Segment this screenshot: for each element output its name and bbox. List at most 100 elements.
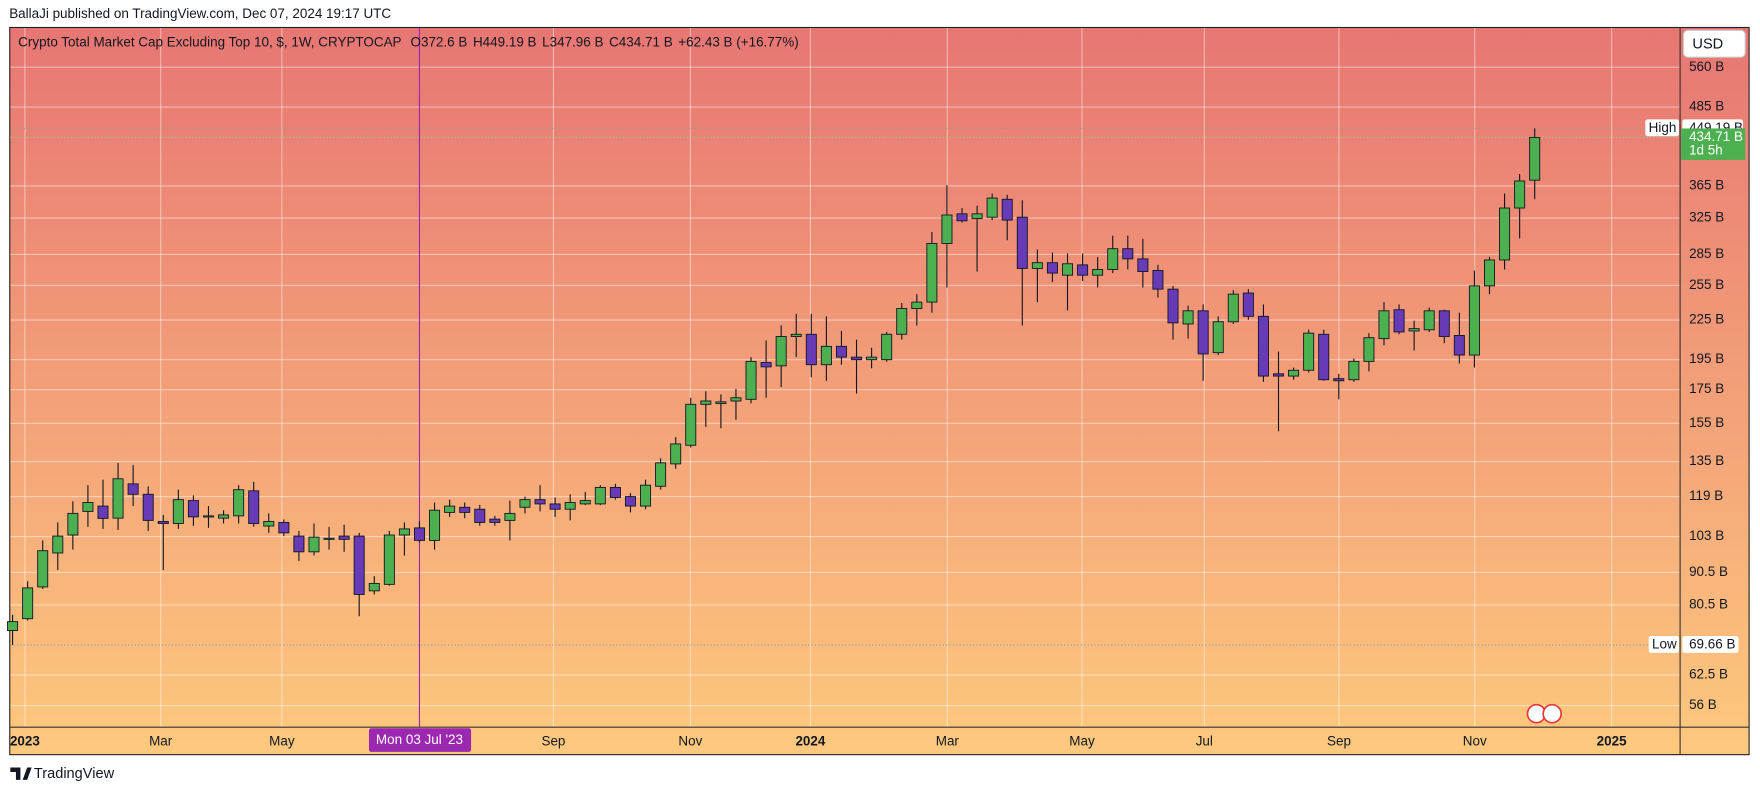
candle-body [670, 443, 682, 465]
brand: TradingView [34, 766, 115, 782]
candle-body [7, 621, 19, 631]
candle-body [1363, 337, 1375, 362]
x-tick-label: Nov [678, 733, 702, 748]
candle-body [459, 506, 471, 513]
usd-button-box[interactable] [1682, 29, 1746, 58]
candle-body [534, 499, 546, 505]
candle-body [444, 505, 456, 513]
candle-body [971, 213, 983, 220]
legend-value: O372.6 B [411, 34, 468, 49]
y-tick-label: 255 B [1689, 277, 1724, 292]
candle-body [218, 514, 230, 519]
y-tick-label: 225 B [1689, 312, 1724, 327]
x-tick-label: May [1069, 733, 1095, 748]
candle-body [1273, 373, 1284, 377]
crosshair-label: Mon 03 Jul '23 [376, 732, 463, 747]
x-tick-label: 2023 [10, 733, 40, 748]
candle-body [1167, 288, 1179, 324]
candle-body [504, 512, 516, 521]
x-tick-label: May [269, 733, 295, 748]
candle-body [790, 333, 802, 337]
y-tick-label: 175 B [1689, 381, 1724, 396]
candle-body [1453, 335, 1465, 356]
x-tick-label: Nov [1463, 733, 1487, 748]
candle-body [52, 535, 64, 554]
plot [7, 28, 1681, 728]
candle-body [233, 489, 245, 517]
event-flags[interactable] [1526, 703, 1562, 724]
y-tick-label: 90.5 B [1689, 564, 1728, 579]
candle-body [172, 499, 184, 524]
candle-body [881, 333, 893, 361]
candle-body [640, 484, 652, 507]
candle-body [835, 345, 847, 358]
footer-logo: TradingView [10, 766, 115, 782]
chart-frame [9, 26, 1750, 756]
candle-body [1062, 263, 1074, 276]
x-tick-label: 2025 [1597, 733, 1627, 748]
candle-body [1423, 310, 1435, 331]
candle-body [730, 397, 742, 402]
candle-body [413, 527, 425, 541]
legend-title: Crypto Total Market Cap Excluding Top 10… [18, 34, 401, 49]
y-tick-label: 365 B [1689, 177, 1724, 192]
candle-body [1257, 315, 1269, 377]
legend-value: +62.43 B (+16.77%) [678, 34, 798, 49]
usd-button-label[interactable]: USD [1692, 37, 1723, 53]
candle-body [564, 502, 576, 510]
candle-body [1348, 360, 1360, 381]
candle-body [594, 486, 606, 505]
last-price-value: 434.71 B [1689, 129, 1743, 144]
candle-body [248, 490, 260, 524]
candle-body [1137, 258, 1149, 272]
candle-body [263, 520, 275, 527]
candle-body [1514, 180, 1526, 209]
candle-body [1438, 310, 1450, 337]
candle-body [398, 528, 410, 536]
y-tick-label: 560 B [1689, 59, 1724, 74]
candle-body [67, 512, 79, 536]
candle-body [941, 214, 953, 244]
candle-body [323, 537, 335, 540]
candle-body [1408, 328, 1420, 332]
candle-body [37, 550, 49, 588]
candle-body [1288, 369, 1300, 377]
y-tick-label: 485 B [1689, 99, 1724, 114]
candle-body [293, 535, 305, 553]
candle-body [127, 483, 139, 495]
candle-body [1242, 292, 1254, 317]
candle-body [489, 518, 501, 523]
y-tick-label: 325 B [1689, 210, 1724, 225]
candle-body [926, 243, 938, 303]
candle-body [1318, 333, 1330, 381]
usd-button[interactable]: USD [1682, 29, 1746, 58]
candle-body [202, 515, 214, 518]
candle-body [383, 534, 395, 585]
candle-body [1122, 248, 1134, 260]
candle-body [820, 345, 832, 366]
candle-body [775, 336, 787, 367]
candle-body [474, 508, 486, 523]
candle-body [700, 400, 712, 405]
candle-body [805, 333, 817, 366]
candle-body [353, 535, 365, 595]
last-price-countdown: 1d 5h [1689, 142, 1723, 157]
low-value-box [1682, 636, 1739, 653]
candle-body [1031, 262, 1043, 269]
x-tick-label: Mar [936, 733, 960, 748]
legend: Crypto Total Market Cap Excluding Top 10… [18, 34, 799, 49]
y-tick-label: 155 B [1689, 415, 1724, 430]
candle-body [1092, 269, 1104, 276]
candle-body [1483, 259, 1495, 287]
candle-body [1077, 264, 1089, 276]
candle-body [338, 535, 350, 540]
candle-body [1529, 136, 1541, 181]
event-flag[interactable] [1542, 703, 1562, 724]
candle-body [1333, 378, 1345, 382]
candle-body [112, 478, 124, 519]
candle-body [609, 486, 621, 498]
x-tick-label: Jul [1196, 733, 1213, 748]
candle-body [956, 213, 968, 222]
